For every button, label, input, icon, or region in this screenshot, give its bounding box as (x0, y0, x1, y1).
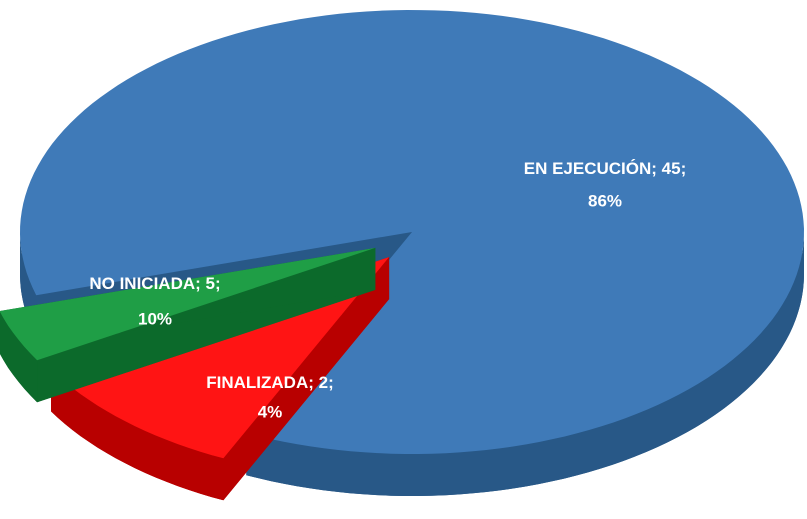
label-part: ; (215, 274, 221, 293)
slice-side (51, 369, 224, 501)
slice (20, 10, 804, 454)
label-part: 5 (206, 274, 215, 293)
data-label: FINALIZADA; 2; (206, 373, 334, 392)
data-label: NO INICIADA; 5; (89, 274, 220, 293)
label-part: FINALIZADA (206, 373, 308, 392)
label-part: NO INICIADA (89, 274, 195, 293)
label-part: ; (681, 159, 687, 178)
label-part: ; (195, 274, 205, 293)
label-part: ; (651, 159, 661, 178)
label-part: ; (308, 373, 318, 392)
slice-side (246, 232, 805, 496)
percent-label: 10% (138, 309, 172, 328)
slice (0, 247, 376, 361)
label-part: ; (328, 373, 334, 392)
percent-label: 4% (258, 402, 283, 421)
percent-label: 86% (588, 191, 622, 210)
label-part: 45 (662, 159, 681, 178)
label-part: EN EJECUCIÓN (524, 159, 652, 178)
slice-side (0, 311, 38, 403)
data-label: EN EJECUCIÓN; 45; (524, 159, 687, 178)
label-part: 2 (319, 373, 328, 392)
slice-wall (223, 257, 390, 501)
